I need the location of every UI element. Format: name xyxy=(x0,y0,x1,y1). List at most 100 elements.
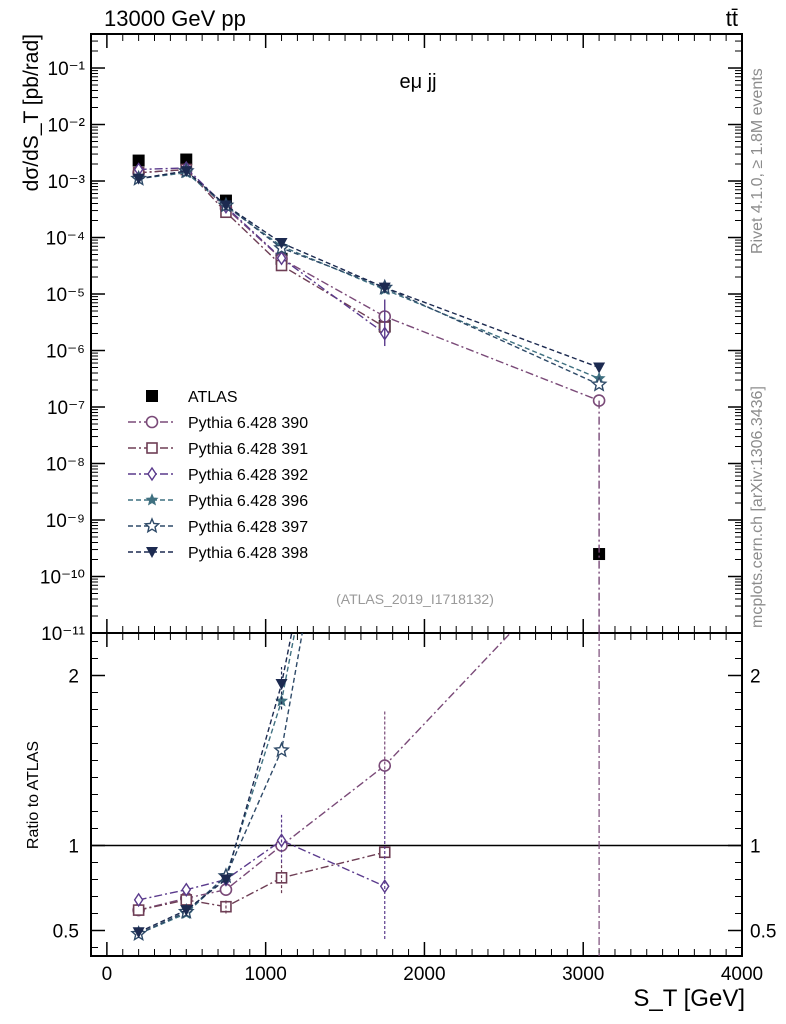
legend-marker xyxy=(145,493,159,506)
legend-item: Pythia 6.428 398 xyxy=(128,545,308,562)
legend-marker xyxy=(146,390,158,402)
main-panel-frame xyxy=(90,33,743,634)
legend: ATLAS Pythia 6.428 390 Pythia 6.428 391 Pyt… xyxy=(128,389,308,562)
x-tick-label: 4000 xyxy=(721,964,763,985)
marker-diamond-open xyxy=(147,466,157,482)
series-398 xyxy=(132,166,606,374)
legend-label: Pythia 6.428 397 xyxy=(188,519,308,536)
data-point xyxy=(275,237,288,249)
marker-triangle-down xyxy=(180,166,193,178)
ratio-point xyxy=(180,905,193,917)
marker-triangle-down xyxy=(219,874,232,886)
marker-square xyxy=(593,548,606,561)
legend-item: Pythia 6.428 392 xyxy=(128,466,308,484)
ratio-tick-label: 2 xyxy=(68,667,79,688)
y-tick-label: 10⁻⁴ xyxy=(46,229,85,250)
ratio-point xyxy=(219,874,232,886)
y-tick-label: 10⁻⁵ xyxy=(46,285,85,306)
series-line xyxy=(138,172,600,380)
legend-item: Pythia 6.428 390 xyxy=(128,415,308,432)
ratio-point xyxy=(273,741,290,758)
x-tick-label: 1000 xyxy=(245,964,287,985)
marker-triangle-down xyxy=(275,237,288,249)
ratio-line xyxy=(138,633,293,933)
axes-layer: 10⁻¹¹10⁻¹⁰10⁻⁹10⁻⁸10⁻⁷10⁻⁶10⁻⁵10⁻⁴10⁻³10… xyxy=(40,33,776,985)
legend-item: Pythia 6.428 396 xyxy=(128,493,308,510)
legend-marker xyxy=(146,547,158,558)
marker-star xyxy=(145,493,159,506)
side-label-rivet: Rivet 4.1.0, ≥ 1.8M events xyxy=(749,68,766,254)
marker-triangle-down xyxy=(132,927,145,939)
marker-triangle-down xyxy=(132,173,145,185)
y-tick-label: 10⁻⁹ xyxy=(46,511,85,532)
marker-triangle-down xyxy=(219,200,232,212)
series-397 xyxy=(130,162,608,392)
data-point xyxy=(378,282,391,294)
ratio-tick-label-right: 0.5 xyxy=(750,922,776,943)
series-396 xyxy=(132,165,606,384)
ratio-axis-label: Ratio to ATLAS xyxy=(25,741,42,849)
data-point xyxy=(593,362,606,374)
marker-diamond-open xyxy=(181,882,192,897)
y-axis-label: dσ/dS_T [pb/rad] xyxy=(20,34,43,191)
analysis-tag: (ATLAS_2019_I1718132) xyxy=(336,591,494,607)
marker-square xyxy=(146,390,158,402)
y-tick-label: 10⁻¹¹ xyxy=(41,624,85,645)
ratio-series-layer xyxy=(130,633,600,956)
legend-label: Pythia 6.428 392 xyxy=(188,467,308,484)
ratio-tick-label-right: 2 xyxy=(750,667,761,688)
series-390 xyxy=(132,163,606,407)
y-tick-label: 10⁻³ xyxy=(48,172,86,193)
marker-star xyxy=(143,517,161,534)
ratio-line xyxy=(138,851,385,911)
x-axis-label: S_T [GeV] xyxy=(633,985,745,1012)
series-391 xyxy=(132,163,391,333)
main-series-layer xyxy=(130,153,608,633)
legend-item: Pythia 6.428 391 xyxy=(128,441,308,458)
legend-label: ATLAS xyxy=(188,389,238,406)
y-tick-label: 10⁻⁶ xyxy=(46,342,85,363)
data-point xyxy=(180,166,193,178)
x-tick-label: 2000 xyxy=(403,964,445,985)
y-tick-label: 10⁻¹ xyxy=(48,59,86,80)
legend-label: Pythia 6.428 396 xyxy=(188,493,308,510)
ratio-tick-label: 0.5 xyxy=(53,922,79,943)
marker-triangle-down xyxy=(378,282,391,294)
data-point xyxy=(590,375,608,392)
header-left: 13000 GeV pp xyxy=(104,6,246,31)
legend-item: Pythia 6.428 397 xyxy=(128,517,308,536)
x-tick-label: 3000 xyxy=(562,964,604,985)
marker-square xyxy=(132,154,145,167)
y-tick-label: 10⁻⁷ xyxy=(47,398,85,419)
y-tick-label: 10⁻⁸ xyxy=(46,455,85,476)
ratio-tick-label: 1 xyxy=(68,837,79,858)
y-tick-label: 10⁻² xyxy=(48,116,86,137)
series-line xyxy=(138,170,600,369)
data-point xyxy=(132,173,145,185)
marker-square-open xyxy=(146,442,158,454)
marker-diamond-open xyxy=(276,250,287,266)
legend-marker xyxy=(145,415,159,429)
series-line xyxy=(138,168,600,402)
legend-label: Pythia 6.428 391 xyxy=(188,441,308,458)
legend-marker xyxy=(146,442,158,454)
series-line xyxy=(138,168,386,328)
plot-subtitle: eμ jj xyxy=(399,71,436,93)
ratio-tick-label-right: 1 xyxy=(750,837,761,858)
legend-item: ATLAS xyxy=(146,389,238,406)
ratio-series-391 xyxy=(132,846,391,916)
ratio-line xyxy=(138,839,386,901)
ratio-line xyxy=(138,633,512,911)
x-tick-label: 0 xyxy=(102,964,113,985)
series-392 xyxy=(133,160,390,341)
marker-triangle-down xyxy=(146,547,158,558)
legend-label: Pythia 6.428 398 xyxy=(188,545,308,562)
marker-circle-open xyxy=(145,415,159,429)
series-line xyxy=(138,167,386,335)
marker-triangle-down xyxy=(180,905,193,917)
data-point xyxy=(132,154,145,167)
marker-star xyxy=(273,741,290,758)
legend-label: Pythia 6.428 390 xyxy=(188,415,308,432)
y-axis-label-text: dσ/dS_T [pb/rad] xyxy=(20,34,43,191)
